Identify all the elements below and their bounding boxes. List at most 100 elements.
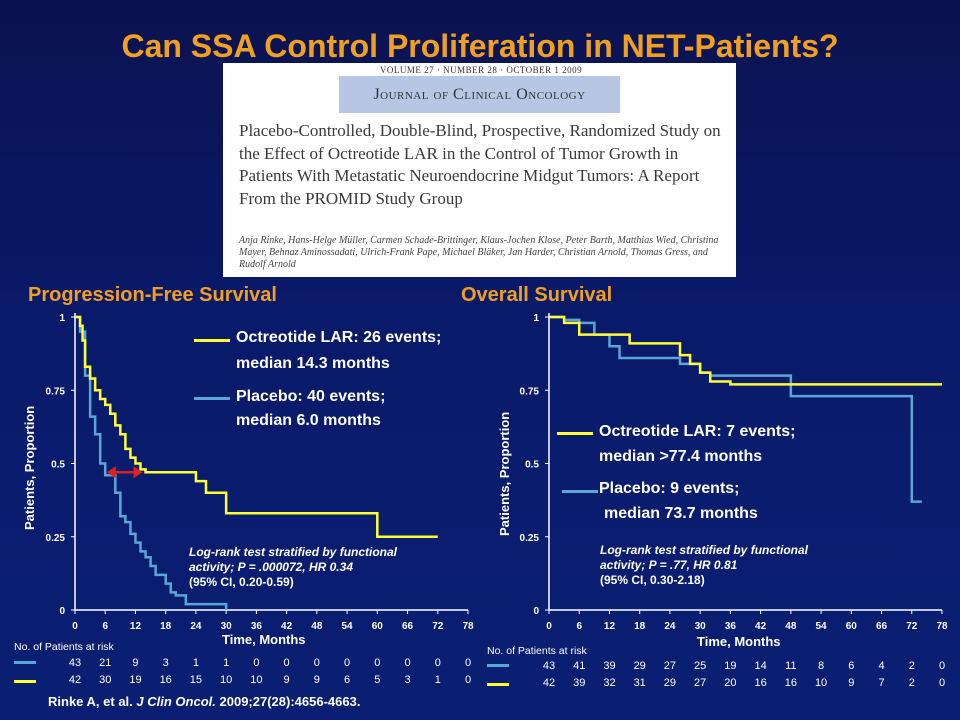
pfs-logrank-stat: Log-rank test stratified by functional a…: [189, 545, 397, 590]
x-tick-label: 0: [72, 621, 78, 632]
risk-count: 2: [908, 677, 915, 689]
risk-count: 43: [68, 657, 82, 669]
risk-count: 10: [220, 674, 233, 686]
x-tick-label: 66: [402, 621, 414, 632]
x-tick-label: 60: [846, 621, 858, 632]
risk-count: 27: [694, 677, 707, 689]
risk-count: 32: [603, 677, 616, 689]
arrow-head-left: [106, 466, 116, 479]
os-risk-octreotide-swatch: [487, 683, 509, 686]
x-tick-label: 78: [936, 621, 948, 632]
risk-count: 19: [129, 674, 142, 686]
x-tick-label: 54: [816, 621, 828, 632]
y-tick-label: 0.75: [520, 386, 540, 397]
y-tick-label: 0: [533, 606, 539, 617]
km-curve-placebo: [549, 315, 922, 503]
pfs-legend-placebo-line1: Placebo: 40 events;: [236, 388, 386, 405]
os-risk-header: No. of Patients at risk: [487, 645, 587, 657]
risk-count: 0: [344, 657, 351, 669]
journal-article-image: VOLUME 27 · NUMBER 28 · OCTOBER 1 2009 J…: [223, 63, 736, 277]
x-tick-label: 18: [160, 621, 172, 632]
os-chart: 0 0.25 0.5 0.75 1 0 6 12 18 24 30 36 42 48 54 60 66 72 78: [520, 313, 948, 632]
x-tick-label: 60: [372, 621, 384, 632]
risk-count: 0: [938, 660, 946, 672]
pfs-legend-octreotide-line1: Octreotide LAR: 26 events;: [236, 329, 442, 346]
risk-count: 0: [434, 657, 441, 669]
risk-count: 31: [633, 677, 646, 689]
x-tick-label: 72: [906, 621, 918, 632]
risk-count: 42: [542, 677, 556, 689]
risk-count: 0: [374, 657, 381, 669]
risk-count: 27: [663, 660, 677, 672]
pfs-legend-placebo-swatch: [194, 397, 230, 400]
risk-count: 0: [313, 657, 320, 669]
article-authors: Anja Rinke, Hans-Helge Müller, Carmen Sc…: [239, 235, 719, 270]
pfs-heading: Progression-Free Survival: [28, 284, 277, 306]
y-tick-label: 0.5: [525, 460, 539, 471]
risk-count: 10: [250, 674, 263, 686]
y-tick-label: 0.25: [46, 533, 66, 544]
km-curve-octreotide: [75, 315, 438, 538]
risk-count: 16: [784, 677, 797, 689]
os-legend-placebo-swatch: [562, 490, 598, 493]
citation-authors: Rinke A, et al.: [48, 694, 133, 709]
risk-count: 6: [344, 674, 351, 686]
pfs-stat-line3: (95% CI, 0.20-0.59): [189, 575, 294, 589]
risk-count: 0: [253, 657, 260, 669]
pfs-risk-header: No. of Patients at risk: [14, 641, 114, 653]
os-x-axis-label: Time, Months: [697, 634, 781, 649]
risk-count: 0: [404, 657, 411, 669]
x-tick-label: 6: [576, 621, 582, 632]
risk-count: 39: [603, 660, 616, 672]
pfs-stat-line1: Log-rank test stratified by functional: [189, 545, 398, 559]
risk-count: 9: [848, 677, 855, 689]
journal-name: Journal of Clinical Oncology: [339, 76, 620, 113]
risk-count: 14: [754, 660, 767, 672]
os-legend-octreotide-swatch: [557, 432, 593, 435]
x-tick-label: 78: [462, 621, 474, 632]
km-curve-placebo: [75, 315, 228, 610]
x-tick-label: 12: [130, 621, 142, 632]
x-tick-label: 48: [311, 621, 323, 632]
risk-count: 20: [724, 677, 737, 689]
risk-count: 2: [908, 660, 915, 672]
article-title: Placebo-Controlled, Double-Blind, Prospe…: [239, 121, 721, 208]
risk-count: 6: [848, 660, 855, 672]
os-stat-line2: activity; P = .77, HR 0.81: [600, 558, 738, 572]
risk-count: 1: [223, 657, 230, 669]
x-tick-label: 30: [221, 621, 233, 632]
slide-title: Can SSA Control Proliferation in NET-Pat…: [121, 28, 839, 64]
risk-count: 42: [68, 674, 82, 686]
risk-count: 8: [818, 660, 825, 672]
risk-count: 0: [938, 677, 946, 689]
risk-count: 29: [663, 677, 677, 689]
risk-count: 21: [99, 657, 112, 669]
pfs-legend-octreotide-swatch: [194, 339, 230, 342]
x-tick-label: 24: [664, 621, 676, 632]
risk-count: 16: [159, 674, 172, 686]
citation: Rinke A, et al. J Clin Oncol. 2009;27(28…: [48, 694, 360, 709]
y-tick-label: 0: [59, 606, 65, 617]
x-tick-label: 48: [785, 621, 797, 632]
arrow-head-right: [133, 466, 143, 479]
citation-ref: 2009;27(28):4656-4663.: [219, 694, 361, 709]
risk-count: 1: [434, 674, 441, 686]
x-tick-label: 36: [251, 621, 263, 632]
risk-count: 10: [814, 677, 828, 689]
pfs-stat-line2: activity; P = .000072, HR 0.34: [189, 560, 353, 574]
x-tick-label: 12: [604, 621, 616, 632]
km-curve-octreotide: [549, 315, 942, 386]
risk-count: 39: [573, 677, 586, 689]
pfs-x-axis-label: Time, Months: [222, 632, 306, 647]
risk-count: 0: [464, 657, 472, 669]
risk-count: 7: [878, 677, 885, 689]
os-logrank-stat: Log-rank test stratified by functional a…: [600, 543, 808, 588]
risk-count: 5: [374, 674, 381, 686]
citation-journal: J Clin Oncol.: [136, 694, 216, 709]
x-tick-label: 30: [695, 621, 707, 632]
risk-count: 9: [132, 657, 139, 669]
os-legend-octreotide-line2: median >77.4 months: [599, 448, 763, 465]
x-tick-label: 6: [102, 621, 108, 632]
os-stat-line1: Log-rank test stratified by functional: [600, 543, 809, 557]
risk-count: 29: [633, 660, 646, 672]
